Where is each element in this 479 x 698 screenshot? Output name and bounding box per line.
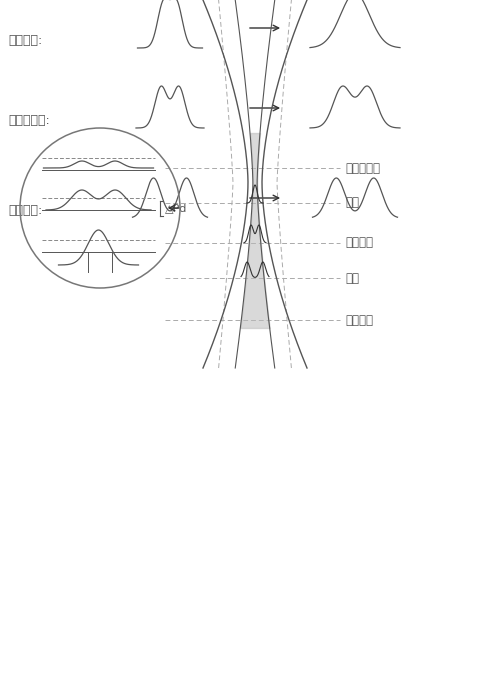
Text: 材料破坏区: 材料破坏区: [345, 161, 380, 174]
Text: 束腰: 束腰: [345, 197, 359, 209]
Text: 上缘截面:: 上缘截面:: [8, 204, 42, 216]
Text: 某任意截面:: 某任意截面:: [8, 114, 50, 126]
Text: 高斯光束: 高斯光束: [345, 313, 373, 327]
Text: 任意截面: 任意截面: [345, 237, 373, 249]
Text: 上缘: 上缘: [345, 272, 359, 285]
Text: △Pd: △Pd: [165, 204, 187, 214]
Text: 束腰位置:: 束腰位置:: [8, 34, 42, 47]
